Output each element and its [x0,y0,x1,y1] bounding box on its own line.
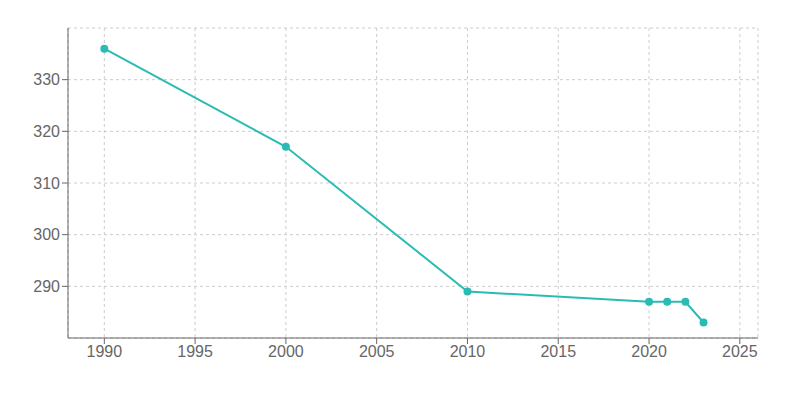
svg-text:2015: 2015 [540,343,576,360]
svg-text:310: 310 [33,175,60,192]
svg-text:320: 320 [33,123,60,140]
svg-text:2025: 2025 [722,343,758,360]
svg-text:290: 290 [33,278,60,295]
svg-text:330: 330 [33,71,60,88]
svg-text:2020: 2020 [631,343,667,360]
svg-text:2000: 2000 [268,343,304,360]
svg-text:1990: 1990 [87,343,123,360]
svg-text:300: 300 [33,226,60,243]
svg-text:2005: 2005 [359,343,395,360]
svg-text:2010: 2010 [450,343,486,360]
svg-text:1995: 1995 [177,343,213,360]
